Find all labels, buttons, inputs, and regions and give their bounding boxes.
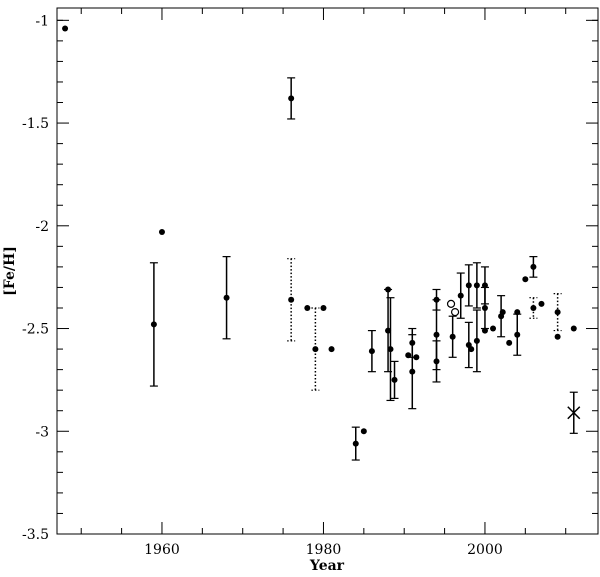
y-tick-label: -2 <box>35 219 49 235</box>
point <box>328 346 335 353</box>
point <box>368 348 375 355</box>
point <box>473 282 480 289</box>
point <box>352 440 359 447</box>
point <box>457 292 464 299</box>
point <box>465 282 472 289</box>
point <box>554 309 561 316</box>
point <box>304 304 311 311</box>
point <box>481 327 488 334</box>
point <box>288 296 295 303</box>
point <box>360 428 367 435</box>
point <box>570 325 577 332</box>
point <box>450 307 460 317</box>
point <box>538 300 545 307</box>
x-axis-label: Year <box>309 558 345 574</box>
x-tick-label: 1960 <box>144 542 180 558</box>
point <box>288 95 295 102</box>
y-tick-label: -1 <box>35 13 49 29</box>
point <box>473 337 480 344</box>
point <box>481 304 488 311</box>
point <box>158 228 165 235</box>
point <box>499 309 506 316</box>
point <box>385 327 392 334</box>
point <box>413 354 420 361</box>
point <box>446 299 456 308</box>
point <box>554 333 561 340</box>
point <box>150 321 157 328</box>
point <box>320 304 327 311</box>
y-tick-label: -3.5 <box>22 527 49 543</box>
point <box>449 333 456 340</box>
y-tick-label: -1.5 <box>22 116 49 132</box>
y-tick-label: -3 <box>35 424 49 440</box>
y-axis-label: [Fe/H] <box>2 246 18 296</box>
point <box>62 25 69 32</box>
point <box>514 331 521 338</box>
x-tick-label: 1980 <box>306 542 342 558</box>
point <box>391 376 398 383</box>
point <box>567 406 581 420</box>
point <box>522 276 529 283</box>
point <box>490 325 497 332</box>
point <box>530 304 537 311</box>
point <box>530 263 537 270</box>
point <box>223 294 230 301</box>
point <box>468 346 475 353</box>
point <box>506 339 513 346</box>
x-tick-label: 2000 <box>467 542 503 558</box>
plot-frame <box>56 7 599 535</box>
point <box>312 346 319 353</box>
point <box>433 331 440 338</box>
point <box>387 346 394 353</box>
point <box>409 368 416 375</box>
y-tick-label: -2.5 <box>22 322 49 338</box>
point <box>409 339 416 346</box>
